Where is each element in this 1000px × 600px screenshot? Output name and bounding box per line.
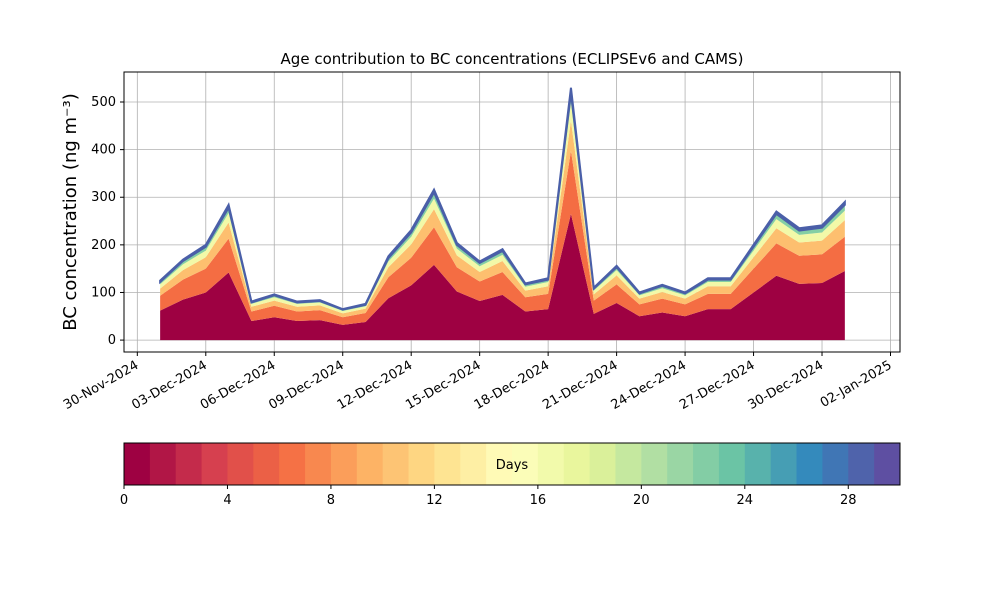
colorbar-swatch xyxy=(175,443,203,485)
x-tick-label: 09-Dec-2024 xyxy=(266,358,346,413)
colorbar-tick-label: 12 xyxy=(426,493,443,508)
colorbar-swatch xyxy=(253,443,280,485)
colorbar-swatch xyxy=(408,443,435,485)
colorbar-swatch xyxy=(356,443,384,485)
colorbar-swatch xyxy=(744,443,772,485)
colorbar-label: Days xyxy=(496,458,529,473)
x-tick-label: 03-Dec-2024 xyxy=(129,358,209,413)
colorbar-swatch xyxy=(124,443,151,485)
colorbar-swatch xyxy=(589,443,616,485)
x-tick-label: 18-Dec-2024 xyxy=(472,358,552,413)
colorbar-tick-label: 16 xyxy=(530,493,547,508)
colorbar-swatch xyxy=(874,443,901,485)
colorbar-swatch xyxy=(615,443,642,485)
x-tick-label: 12-Dec-2024 xyxy=(335,358,415,413)
chart-title: Age contribution to BC concentrations (E… xyxy=(281,50,744,68)
colorbar-swatch xyxy=(796,443,823,485)
x-tick-label: 30-Dec-2024 xyxy=(746,358,826,413)
colorbar-swatch xyxy=(382,443,410,485)
colorbar-tick-label: 28 xyxy=(840,493,857,508)
colorbar-swatch xyxy=(460,443,487,485)
area-layer xyxy=(159,87,846,311)
x-tick-label: 15-Dec-2024 xyxy=(403,358,483,413)
colorbar-swatch xyxy=(718,443,746,485)
colorbar-tick-label: 8 xyxy=(327,493,335,508)
colorbar-tick-label: 24 xyxy=(737,493,754,508)
colorbar-swatch xyxy=(486,443,513,485)
colorbar-swatch xyxy=(822,443,849,485)
colorbar-swatch xyxy=(512,443,539,485)
y-tick-label: 0 xyxy=(108,333,116,348)
y-tick-label: 300 xyxy=(91,190,116,205)
x-tick-label: 02-Jan-2025 xyxy=(818,358,895,411)
colorbar-tick-label: 4 xyxy=(223,493,231,508)
x-tick-label: 06-Dec-2024 xyxy=(198,358,278,413)
y-tick-label: 400 xyxy=(91,143,116,158)
plot-frame xyxy=(123,71,901,353)
colorbar-frame xyxy=(123,442,901,486)
colorbar-tick-label: 20 xyxy=(633,493,650,508)
x-tick-label: 21-Dec-2024 xyxy=(540,358,620,413)
y-tick-label: 500 xyxy=(91,95,116,110)
area-layer xyxy=(160,151,845,325)
colorbar-swatch xyxy=(149,443,177,485)
colorbar-swatch xyxy=(848,443,875,485)
y-tick-label: 200 xyxy=(91,238,116,253)
colorbar-swatch xyxy=(667,443,694,485)
x-tick-label: 30-Nov-2024 xyxy=(61,358,141,413)
colorbar-swatch xyxy=(201,443,228,485)
colorbar-swatch xyxy=(693,443,720,485)
colorbar-swatch xyxy=(537,443,565,485)
colorbar-swatch xyxy=(330,443,358,485)
colorbar-swatch xyxy=(279,443,306,485)
colorbar-swatch xyxy=(563,443,591,485)
y-tick-label: 100 xyxy=(91,285,116,300)
y-axis-label: BC concentration (ng m⁻³) xyxy=(60,93,81,331)
area-layer xyxy=(160,213,845,341)
colorbar-swatch xyxy=(770,443,798,485)
x-tick-label: 24-Dec-2024 xyxy=(609,358,689,413)
colorbar-swatch xyxy=(227,443,254,485)
colorbar-swatch xyxy=(434,443,461,485)
colorbar-swatch xyxy=(305,443,332,485)
colorbar-tick-label: 0 xyxy=(120,493,128,508)
x-tick-label: 27-Dec-2024 xyxy=(677,358,757,413)
colorbar-swatch xyxy=(641,443,668,485)
